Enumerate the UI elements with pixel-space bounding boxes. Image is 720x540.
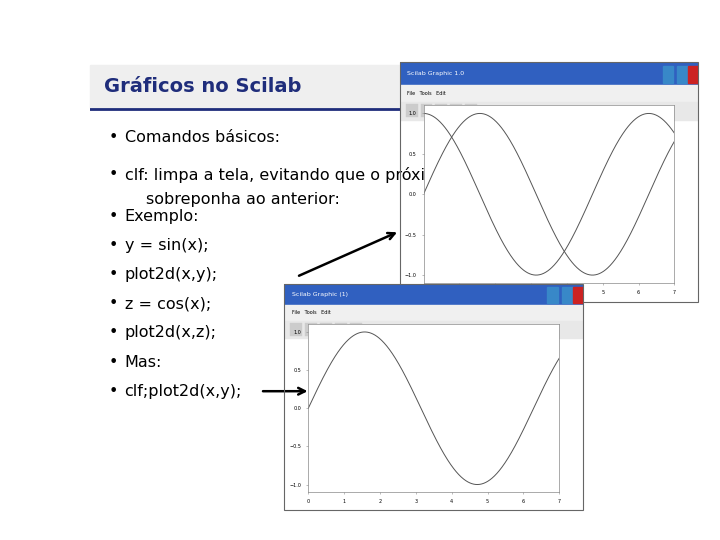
Text: Exemplo:: Exemplo: bbox=[125, 209, 199, 224]
Bar bbox=[420, 104, 433, 117]
Text: Gráficos no Scilab: Gráficos no Scilab bbox=[104, 77, 302, 96]
Bar bbox=[678, 66, 688, 83]
Bar bbox=[305, 323, 318, 336]
Bar bbox=[662, 66, 673, 83]
Bar bbox=[436, 104, 447, 117]
Bar bbox=[400, 62, 698, 85]
Text: Mas:: Mas: bbox=[125, 355, 162, 369]
Bar bbox=[284, 284, 583, 305]
Text: y = sin(x);: y = sin(x); bbox=[125, 238, 208, 253]
Text: •: • bbox=[109, 296, 118, 312]
Text: sobreponha ao anterior:: sobreponha ao anterior: bbox=[145, 192, 340, 207]
Bar bbox=[400, 85, 698, 102]
Text: •: • bbox=[109, 267, 118, 282]
Bar bbox=[284, 305, 583, 321]
Bar bbox=[400, 102, 698, 120]
Text: •: • bbox=[109, 130, 118, 145]
Bar bbox=[465, 104, 477, 117]
Bar bbox=[451, 104, 462, 117]
Text: •: • bbox=[109, 355, 118, 369]
Bar bbox=[572, 287, 583, 303]
Text: Scilab Graphic (1): Scilab Graphic (1) bbox=[292, 292, 348, 297]
Bar bbox=[284, 321, 583, 338]
Text: •: • bbox=[109, 238, 118, 253]
Text: Scilab Graphic 1.0: Scilab Graphic 1.0 bbox=[407, 71, 464, 76]
Text: •: • bbox=[109, 326, 118, 341]
Text: clf;plot2d(x,y);: clf;plot2d(x,y); bbox=[125, 384, 242, 399]
Text: plot2d(x,y);: plot2d(x,y); bbox=[125, 267, 217, 282]
Text: z = cos(x);: z = cos(x); bbox=[125, 296, 211, 312]
Text: Comandos básicos:: Comandos básicos: bbox=[125, 130, 279, 145]
Text: plot2d(x,z);: plot2d(x,z); bbox=[125, 326, 217, 341]
Bar bbox=[90, 65, 648, 109]
Text: •: • bbox=[109, 167, 118, 183]
Bar bbox=[290, 323, 302, 336]
Bar bbox=[562, 287, 573, 303]
Text: •: • bbox=[109, 384, 118, 399]
Bar bbox=[336, 323, 347, 336]
Text: File   Tools   Edit: File Tools Edit bbox=[407, 91, 446, 96]
Text: clf: limpa a tela, evitando que o próximo gráfico se: clf: limpa a tela, evitando que o próxim… bbox=[125, 167, 534, 183]
Bar bbox=[405, 104, 418, 117]
Text: •: • bbox=[109, 209, 118, 224]
Bar bbox=[320, 323, 332, 336]
Bar bbox=[350, 323, 362, 336]
Bar bbox=[688, 66, 698, 83]
Bar bbox=[547, 287, 558, 303]
Text: File   Tools   Edit: File Tools Edit bbox=[292, 310, 330, 315]
